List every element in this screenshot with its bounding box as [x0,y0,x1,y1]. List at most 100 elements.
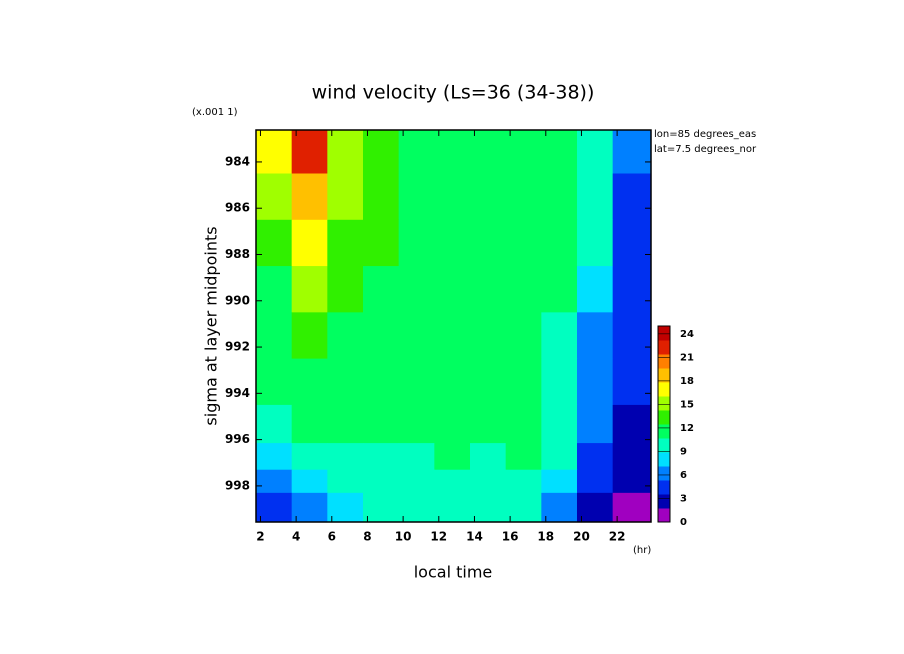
contour-cell [434,443,471,471]
colorbar-swatch [658,382,670,397]
colorbar-swatch [658,494,670,509]
contour-cell [612,266,652,313]
contour-cell [256,492,293,523]
y-tick-label: 992 [225,340,250,354]
contour-cell [541,443,578,471]
contour-cell [505,266,542,313]
colorbar-swatch [658,354,670,369]
contour-cell [612,358,652,406]
x-tick-label: 8 [363,530,371,544]
contour-cell [398,469,435,494]
contour-cell [362,404,400,444]
contour-cell [469,312,507,360]
contour-cell [327,358,364,406]
colorbar-swatch [658,326,670,341]
contour-cell [541,312,578,360]
contour-cell [256,358,293,406]
x-tick-label: 6 [328,530,336,544]
contour-cell [434,358,471,406]
colorbar-tick-label: 12 [680,423,694,434]
contour-cell [576,219,614,267]
contour-cell [612,404,652,444]
contour-cell [576,130,614,175]
contour-cell [505,219,542,267]
colorbar-swatch [658,452,670,467]
contour-cell [327,492,364,523]
contour-cell [576,443,614,471]
contour-cell [398,358,435,406]
contour-cell [576,358,614,406]
contour-cell [362,130,400,175]
x-tick-label: 18 [537,530,554,544]
contour-cell [469,492,507,523]
x-tick-label: 4 [292,530,300,544]
contour-cell [434,173,471,221]
colorbar-swatch [658,340,670,355]
contour-cell [612,469,652,494]
x-tick-label: 10 [395,530,412,544]
x-tick-label: 16 [502,530,519,544]
colorbar-tick-label: 21 [680,352,694,363]
colorbar-tick-label: 0 [680,517,687,528]
contour-cell [469,358,507,406]
colorbar-swatch [658,368,670,383]
contour-cell [327,173,364,221]
contour-cell [362,469,400,494]
contour-cell [541,130,578,175]
colorbar-swatch [658,424,670,439]
contour-cell [434,219,471,267]
colorbar-swatch [658,396,670,411]
contour-cell [469,469,507,494]
contour-cell [576,266,614,313]
contour-cell [398,404,435,444]
contour-cell [256,266,293,313]
contour-cell [612,173,652,221]
contour-cell [612,312,652,360]
contour-cell [327,130,364,175]
contour-cell [291,358,328,406]
contour-cell [505,173,542,221]
contour-cell [541,358,578,406]
contour-cell [612,443,652,471]
contour-cell [398,312,435,360]
contour-cell [256,219,293,267]
x-axis-label: local time [414,563,493,582]
colorbar-tick-label: 15 [680,399,694,410]
contour-cell [576,492,614,523]
annotation: lat=7.5 degrees_nor [654,144,757,155]
x-tick-label: 20 [573,530,590,544]
contour-cell [362,443,400,471]
contour-cell [327,443,364,471]
y-tick-label: 988 [225,247,250,261]
y-scale-note: (x.001 1) [192,107,238,118]
contour-cell [541,266,578,313]
colorbar-swatch [658,438,670,453]
contour-cell [291,469,328,494]
colorbar-tick-label: 18 [680,376,694,387]
contour-cell [469,130,507,175]
contour-cell [434,266,471,313]
contour-cell [256,130,293,175]
contour-cell [291,312,328,360]
contour-cell [362,173,400,221]
contour-cell [576,469,614,494]
contour-cell [327,312,364,360]
contour-cell [398,443,435,471]
chart-title: wind velocity (Ls=36 (34-38)) [312,82,595,104]
contour-cell [469,173,507,221]
contour-cell [256,443,293,471]
contour-cell [576,312,614,360]
contour-cell [541,404,578,444]
contour-cell [398,130,435,175]
colorbar-swatch [658,410,670,425]
contour-cell [362,219,400,267]
contour-cell [505,312,542,360]
y-tick-label: 984 [225,154,250,168]
contour-cell [612,492,652,523]
colorbar-tick-label: 3 [680,493,687,504]
contour-cell [434,469,471,494]
contour-cell [398,173,435,221]
contour-cell [434,404,471,444]
